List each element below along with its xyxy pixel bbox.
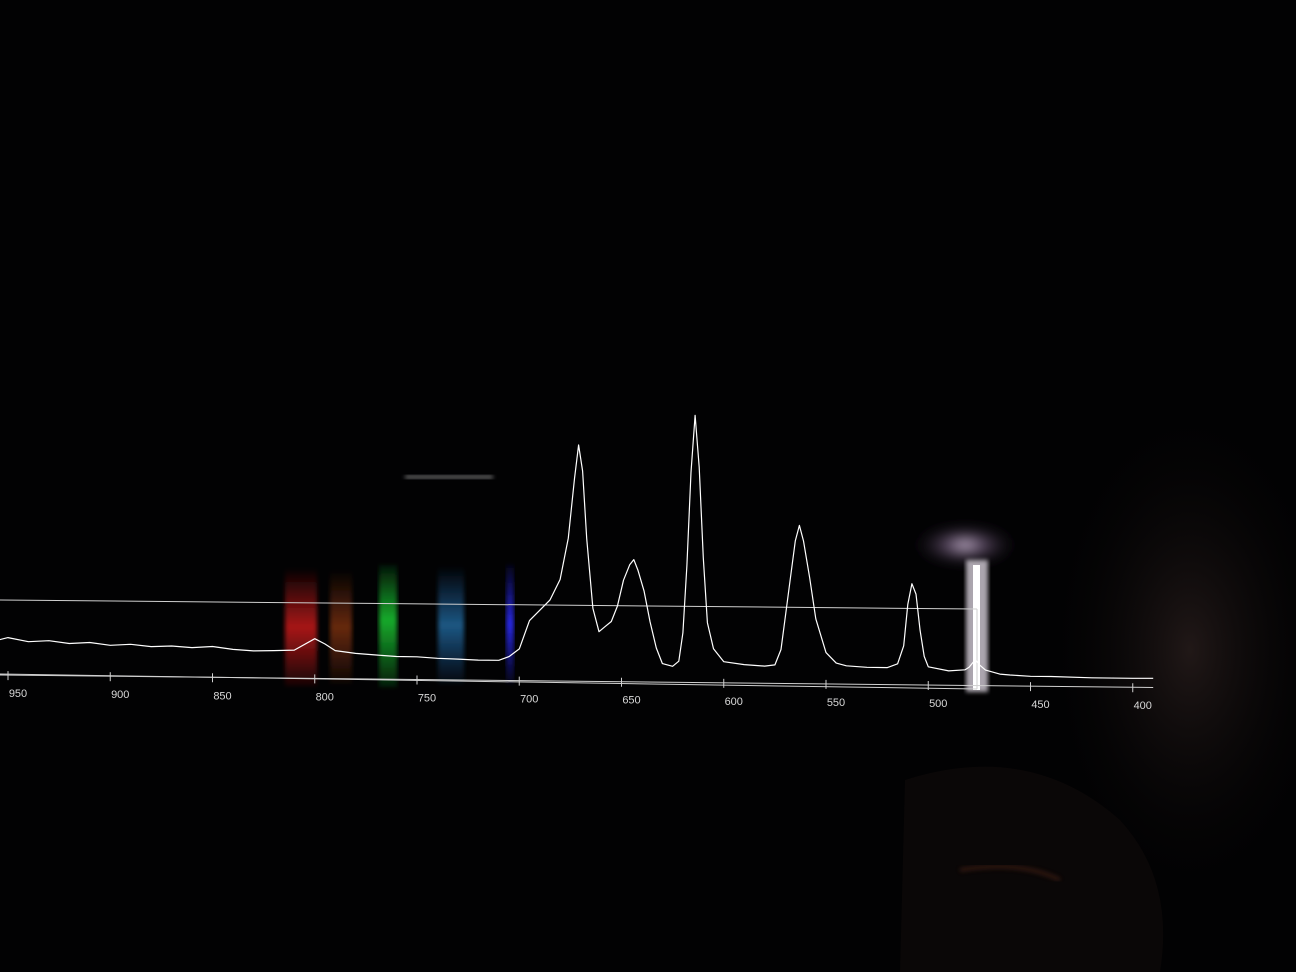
x-axis-line bbox=[0, 674, 1154, 688]
x-tick-label: 750 bbox=[418, 693, 436, 705]
shadow-silhouette bbox=[1040, 390, 1296, 910]
warm-rim bbox=[959, 864, 1061, 882]
x-tick-label: 450 bbox=[1031, 699, 1049, 711]
blue-band bbox=[438, 566, 464, 684]
lamp-glow bbox=[910, 523, 1020, 567]
x-axis: 950 900 850 800 750 700 650 600 550 500 450 400 bbox=[0, 671, 1154, 712]
red-band bbox=[285, 568, 317, 686]
x-tick-label: 650 bbox=[622, 695, 640, 707]
x-tick-label: 500 bbox=[929, 698, 947, 710]
reflection-line bbox=[405, 475, 493, 479]
green-band bbox=[379, 565, 397, 687]
x-tick-label: 850 bbox=[213, 690, 231, 702]
spectrum-line bbox=[0, 414, 1154, 679]
x-tick-label: 700 bbox=[520, 694, 538, 706]
spectrum-curve-group bbox=[0, 414, 1154, 679]
x-tick-label: 900 bbox=[111, 689, 129, 701]
violet-band bbox=[506, 565, 514, 683]
x-tick-label: 600 bbox=[725, 696, 743, 708]
orange-band bbox=[330, 570, 352, 684]
x-tick-label: 400 bbox=[1134, 700, 1152, 712]
x-tick-label: 550 bbox=[827, 697, 845, 709]
x-tick-label: 800 bbox=[316, 691, 334, 703]
x-tick-label: 950 bbox=[9, 688, 27, 700]
spectral-bands bbox=[285, 565, 514, 687]
